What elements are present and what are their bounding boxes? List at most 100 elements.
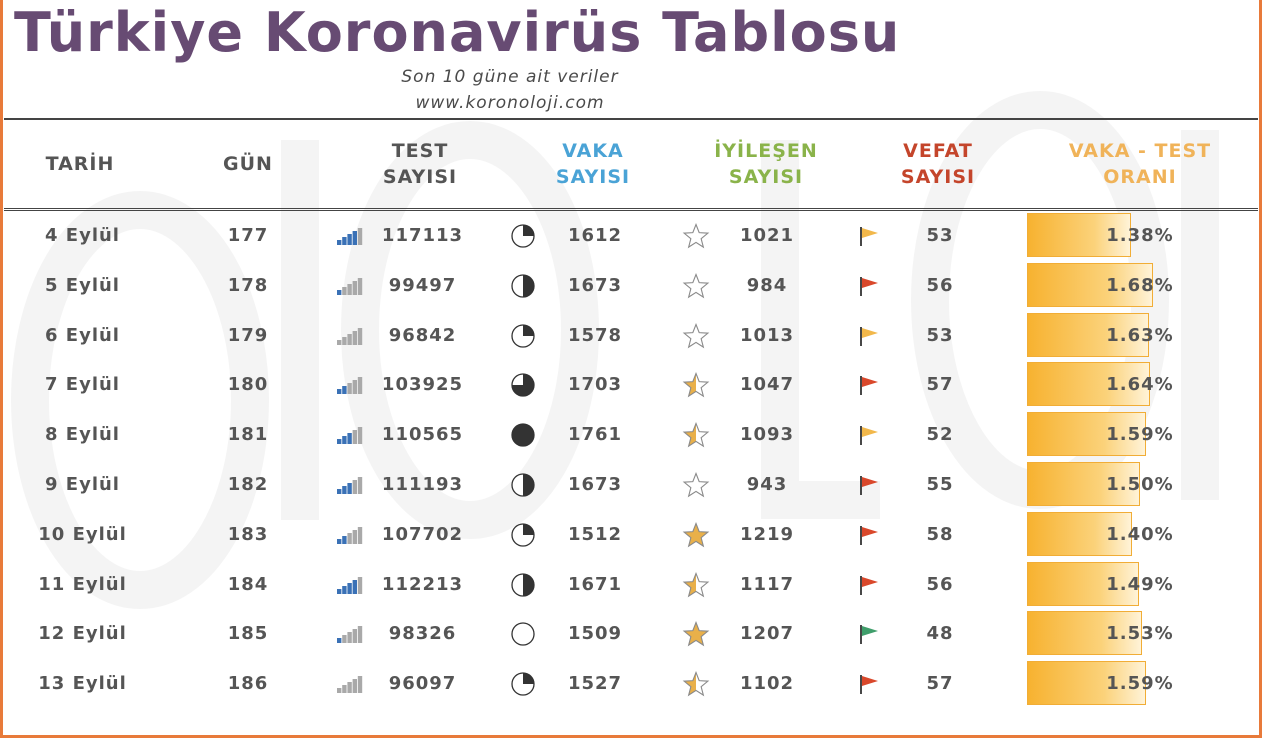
table-row: 11 Eylül 184 112213 1671 1117 56 1.49% <box>0 560 1262 610</box>
day-cell: 186 <box>227 673 269 695</box>
header-test-line1: TEST <box>391 140 449 162</box>
death-count-cell: 53 <box>926 225 954 246</box>
test-count-cell: 117113 <box>381 225 464 246</box>
header-gun: GÜN <box>188 151 308 177</box>
ratio-data-bar <box>1027 661 1146 706</box>
header-iyilesen-line1: İYİLEŞEN <box>714 140 818 162</box>
flag-icon <box>860 625 878 645</box>
header-oran-line1: VAKA - TEST <box>1068 140 1212 162</box>
flag-icon <box>860 476 878 495</box>
star-icon <box>682 223 710 249</box>
test-count-cell: 110565 <box>381 424 464 446</box>
ratio-data-bar <box>1027 611 1142 656</box>
ratio-data-bar <box>1027 362 1150 407</box>
date-cell: 12 Eylül <box>38 623 127 645</box>
header-iyilesen-line2: SAYISI <box>728 166 804 188</box>
signal-bars-icon <box>337 526 363 544</box>
death-count-cell: 48 <box>926 623 954 645</box>
recovered-count-cell: 984 <box>746 274 788 296</box>
star-icon <box>682 472 710 498</box>
header-bottom-rule <box>4 208 1258 213</box>
ratio-cell: 1.53% <box>1106 623 1174 645</box>
header-test-line2: SAYISI <box>382 166 458 188</box>
date-cell: 10 Eylül <box>38 523 127 545</box>
pie-progress-icon <box>511 224 535 248</box>
day-cell: 184 <box>227 573 269 595</box>
page-subtitle: Son 10 güne ait veriler <box>401 67 619 87</box>
star-icon <box>682 671 710 697</box>
header-top-rule <box>4 118 1258 120</box>
table-row: 13 Eylül 186 96097 1527 1102 57 1.59% <box>0 659 1262 709</box>
death-count-cell: 57 <box>926 374 954 396</box>
header-gun-label: GÜN <box>223 153 273 175</box>
header-tarih-label: TARİH <box>45 153 115 175</box>
day-cell: 182 <box>227 474 269 495</box>
flag-icon <box>860 675 878 695</box>
table-row: 9 Eylül 182 111193 1673 943 55 1.50% <box>0 460 1262 510</box>
recovered-count-cell: 1021 <box>739 225 795 246</box>
signal-bars-icon <box>337 477 363 494</box>
ratio-cell: 1.49% <box>1106 573 1174 595</box>
death-count-cell: 56 <box>926 274 954 296</box>
date-cell: 6 Eylül <box>45 324 120 346</box>
pie-progress-icon <box>511 473 535 497</box>
table-row: 7 Eylül 180 103925 1703 1047 57 1.64% <box>0 360 1262 410</box>
case-count-cell: 1512 <box>567 523 623 545</box>
date-cell: 4 Eylül <box>45 225 120 246</box>
case-count-cell: 1761 <box>567 424 623 446</box>
header-vefat-line2: SAYISI <box>900 166 976 188</box>
day-cell: 185 <box>227 623 269 645</box>
pie-progress-icon <box>511 572 535 597</box>
table-row: 6 Eylül 179 96842 1578 1013 53 1.63% <box>0 311 1262 361</box>
recovered-count-cell: 943 <box>746 474 788 495</box>
date-cell: 8 Eylül <box>45 424 120 446</box>
star-icon <box>682 272 710 299</box>
date-cell: 7 Eylül <box>45 374 120 396</box>
website-link[interactable]: www.koronoloji.com <box>415 93 605 113</box>
case-count-cell: 1509 <box>567 623 623 645</box>
table-row: 10 Eylül 183 107702 1512 1219 58 1.40% <box>0 510 1262 560</box>
ratio-data-bar <box>1027 511 1132 556</box>
ratio-cell: 1.63% <box>1106 324 1174 346</box>
table-row: 4 Eylül 177 117113 1612 1021 53 1.38% <box>0 211 1262 261</box>
death-count-cell: 56 <box>926 573 954 595</box>
test-count-cell: 96097 <box>388 673 457 695</box>
case-count-cell: 1671 <box>567 573 623 595</box>
recovered-count-cell: 1207 <box>739 623 795 645</box>
signal-bars-icon <box>337 626 363 644</box>
death-count-cell: 57 <box>926 673 954 695</box>
ratio-data-bar <box>1027 262 1153 307</box>
day-cell: 177 <box>227 225 269 246</box>
star-icon <box>682 422 710 448</box>
test-count-cell: 111193 <box>381 474 464 495</box>
ratio-data-bar <box>1027 462 1140 506</box>
death-count-cell: 53 <box>926 324 954 346</box>
case-count-cell: 1527 <box>567 673 623 695</box>
death-count-cell: 55 <box>926 474 954 495</box>
header-vefat-line1: VEFAT <box>903 140 973 162</box>
case-count-cell: 1612 <box>567 225 623 246</box>
ratio-data-bar <box>1027 561 1139 606</box>
pie-progress-icon <box>511 423 535 447</box>
test-count-cell: 96842 <box>388 324 457 346</box>
date-cell: 11 Eylül <box>38 573 127 595</box>
star-icon <box>682 571 710 597</box>
flag-icon <box>860 276 878 296</box>
page-title: Türkiye Koronavirüs Tablosu <box>14 1 901 64</box>
test-count-cell: 107702 <box>381 523 464 545</box>
pie-progress-icon <box>511 373 535 398</box>
signal-bars-icon <box>337 277 363 295</box>
pie-progress-icon <box>511 323 535 348</box>
flag-icon <box>860 575 878 595</box>
header-vaka-line2: SAYISI <box>555 166 631 188</box>
pie-progress-icon <box>511 622 535 647</box>
ratio-cell: 1.59% <box>1106 673 1174 695</box>
test-count-cell: 98326 <box>388 623 457 645</box>
star-icon <box>682 621 710 647</box>
header-iyilesen: İYİLEŞEN SAYISI <box>696 138 836 190</box>
ratio-data-bar <box>1027 213 1131 257</box>
signal-bars-icon <box>337 327 363 345</box>
date-cell: 9 Eylül <box>45 474 120 495</box>
flag-icon <box>860 426 878 446</box>
death-count-cell: 52 <box>926 424 954 446</box>
